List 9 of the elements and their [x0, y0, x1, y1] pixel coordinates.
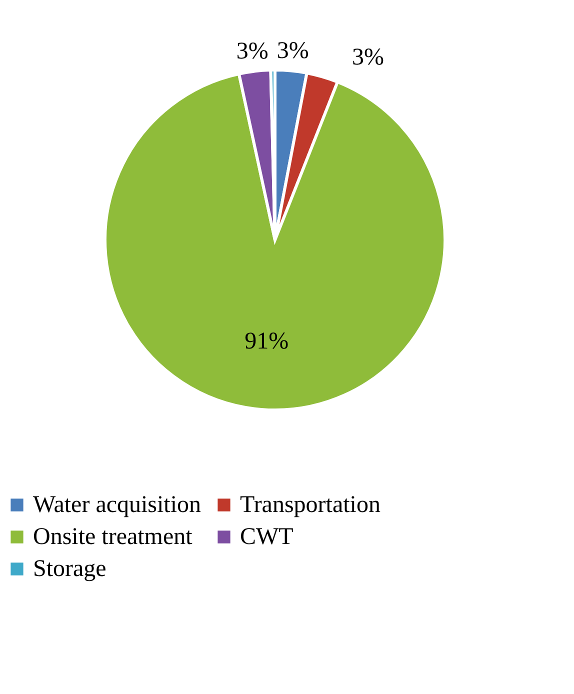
- legend-label: CWT: [240, 524, 294, 550]
- data-label: 3%: [236, 38, 268, 64]
- data-label: 91%: [244, 328, 289, 355]
- data-label: 3%: [276, 38, 309, 64]
- legend-label: Onsite treatment: [33, 524, 193, 550]
- legend-label: Storage: [33, 556, 106, 582]
- legend-label: Water acquisition: [33, 492, 202, 518]
- data-label: 3%: [352, 44, 384, 71]
- legend-label: Transportation: [240, 492, 380, 518]
